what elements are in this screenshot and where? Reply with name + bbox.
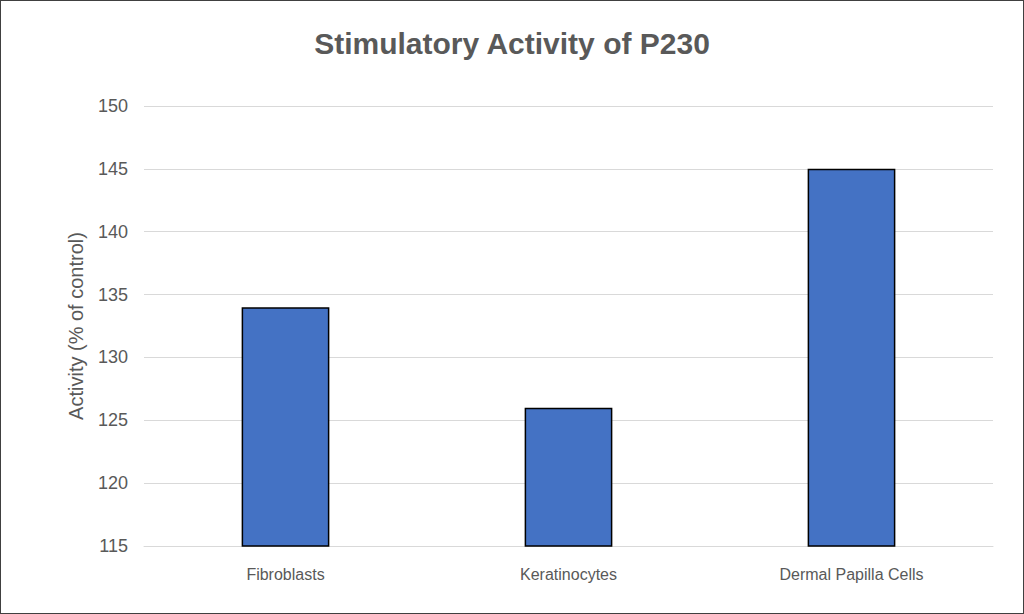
svg-text:Keratinocytes: Keratinocytes (520, 566, 617, 583)
svg-text:130: 130 (98, 347, 128, 367)
svg-text:115: 115 (99, 536, 128, 556)
svg-text:145: 145 (98, 159, 128, 179)
svg-text:Activity (% of control): Activity (% of control) (65, 232, 87, 420)
svg-text:150: 150 (98, 96, 128, 116)
svg-text:140: 140 (98, 222, 128, 242)
svg-text:135: 135 (98, 285, 128, 305)
svg-text:Fibroblasts: Fibroblasts (246, 566, 324, 583)
svg-text:Dermal Papilla Cells: Dermal Papilla Cells (779, 566, 923, 583)
svg-text:Stimulatory Activity of P230: Stimulatory Activity of P230 (314, 27, 710, 60)
svg-text:125: 125 (98, 410, 128, 430)
svg-text:120: 120 (98, 473, 128, 493)
